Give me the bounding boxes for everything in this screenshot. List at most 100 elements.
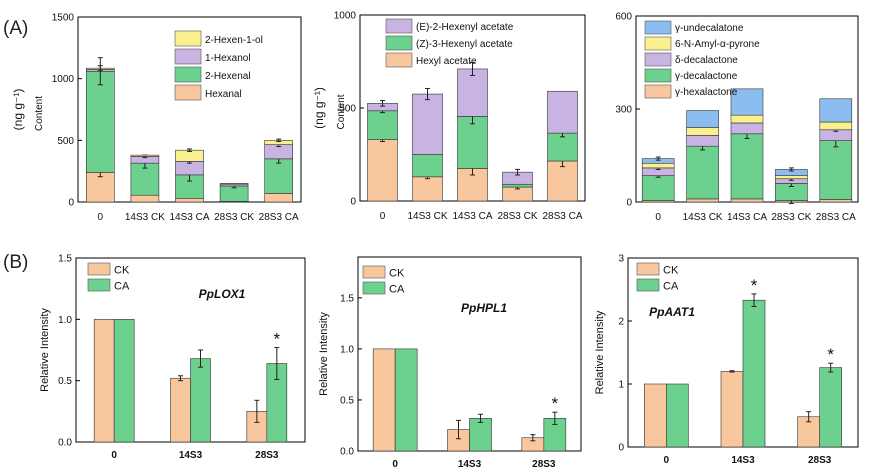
bar-segment xyxy=(730,114,764,124)
bar-segment xyxy=(412,93,443,155)
chart-b1: 0.0 0.5 1.0 1.5 0 14S3 28S3 * PpLOX1 Relative Int… xyxy=(39,254,306,461)
legend-label: Hexanal xyxy=(205,89,242,100)
legend-swatch xyxy=(644,20,672,35)
significance-star: * xyxy=(751,276,758,295)
bar-segment xyxy=(686,145,719,200)
bar xyxy=(394,348,418,452)
bar-segment xyxy=(686,198,719,203)
y-axis-label: Relative Intensity xyxy=(39,308,51,392)
legend-label: CA xyxy=(389,284,405,296)
legend: 2-Hexen-1-ol 1-Hexanol 2-Hexenal Hexanal xyxy=(174,30,263,101)
legend-swatch xyxy=(362,281,386,295)
legend-swatch xyxy=(644,52,672,67)
significance-star: * xyxy=(552,394,559,413)
panel-label-b: (B) xyxy=(3,252,28,273)
y-tick-label: 1000 xyxy=(334,11,357,22)
legend-label: CA xyxy=(114,281,130,293)
x-tick-label: 28S3 CA xyxy=(259,212,299,223)
legend: CK CA xyxy=(87,262,130,293)
bar-segment xyxy=(502,183,533,188)
significance-star: * xyxy=(274,330,281,349)
legend-swatch xyxy=(644,36,672,51)
x-tick-label: 0 xyxy=(111,450,117,461)
bar xyxy=(742,299,766,448)
bar-segment xyxy=(730,122,764,135)
legend-label: γ-hexalactone xyxy=(675,87,738,98)
bar-segment xyxy=(86,70,115,173)
legend-swatch xyxy=(174,66,202,83)
chart-b2: 0.0 0.5 1.0 1.5 0 14S3 28S3 * PpHPL1 Relative Int… xyxy=(318,256,582,470)
y-tick-label: 1000 xyxy=(52,74,75,85)
y-tick-label: 1.5 xyxy=(340,293,354,304)
bar-segment xyxy=(641,175,675,201)
bar-segment xyxy=(686,127,719,136)
y-tick-label: 0 xyxy=(350,197,356,208)
y-tick-label: 2 xyxy=(618,317,624,328)
chart-a2: 0 500 1000 0 14S3 CK 14S3 CA 28S3 CK 28S3 CA Con… xyxy=(312,11,586,222)
bar-segment xyxy=(819,98,853,123)
bar-segment xyxy=(367,139,398,202)
y-tick-label: 1500 xyxy=(52,13,75,24)
legend-swatch xyxy=(636,262,660,276)
legend-swatch xyxy=(385,35,413,51)
bar xyxy=(720,371,744,448)
y-tick-label: 0.0 xyxy=(340,447,354,458)
bar-segment xyxy=(686,110,719,128)
legend: CK CA xyxy=(636,262,679,293)
legend-swatch xyxy=(385,18,413,34)
x-tick-label: 28S3 CK xyxy=(771,212,811,223)
legend-label: Hexyl acetate xyxy=(416,56,477,67)
bar xyxy=(190,358,211,443)
x-tick-label: 28S3 CA xyxy=(816,212,856,223)
x-tick-label: 0 xyxy=(664,455,670,466)
legend-label: CK xyxy=(389,268,405,280)
legend-swatch xyxy=(362,265,386,279)
x-tick-label: 14S3 CA xyxy=(452,211,492,222)
bar-segment xyxy=(819,140,853,200)
y-axis-unit: (ng g⁻¹) xyxy=(11,89,25,131)
bar-segment xyxy=(547,90,578,134)
y-tick-label: 1.0 xyxy=(340,344,354,355)
y-tick-label: 1 xyxy=(618,380,624,391)
bar-segment xyxy=(130,154,160,157)
bar xyxy=(372,348,396,452)
x-tick-label: 28S3 CK xyxy=(497,211,537,222)
legend-label: (E)-2-Hexenyl acetate xyxy=(416,22,514,33)
bar xyxy=(93,319,115,443)
x-tick-label: 0 xyxy=(380,211,386,222)
x-tick-label: 28S3 CK xyxy=(214,212,254,223)
legend-swatch xyxy=(174,48,202,65)
legend-label: 2-Hexen-1-ol xyxy=(205,35,263,46)
y-tick-label: 500 xyxy=(339,104,356,115)
y-tick-label: 500 xyxy=(57,136,74,147)
x-tick-label: 14S3 CA xyxy=(169,212,209,223)
bar-segment xyxy=(730,133,764,200)
y-tick-label: 1.0 xyxy=(58,315,72,326)
legend: CK CA xyxy=(362,265,405,296)
legend-label: 2-Hexenal xyxy=(205,71,251,82)
legend-swatch xyxy=(174,30,202,47)
legend-label: CK xyxy=(114,265,130,277)
bar xyxy=(469,418,492,452)
legend-label: δ-decalactone xyxy=(675,55,738,66)
x-tick-label: 14S3 CK xyxy=(683,212,723,223)
x-tick-label: 14S3 CK xyxy=(125,212,165,223)
y-axis-label: Relative Intensity xyxy=(594,310,606,394)
x-tick-label: 14S3 xyxy=(731,455,755,466)
y-tick-label: 0 xyxy=(618,443,624,454)
chart-title: PpHPL1 xyxy=(461,301,507,315)
chart-a1: 0 500 1000 1500 0 14S3 CK 14S3 CA 28S3 CK 28S3 C… xyxy=(11,13,302,223)
x-tick-label: 28S3 xyxy=(532,459,556,470)
legend-swatch xyxy=(87,262,111,276)
bar xyxy=(666,383,689,448)
bar-segment xyxy=(641,162,675,169)
bar-segment xyxy=(819,121,853,131)
significance-star: * xyxy=(827,345,834,364)
chart-b3: 0 1 2 3 0 14S3 28S3 * * PpAAT1 Relative Intensity C… xyxy=(594,254,859,466)
x-tick-label: 0 xyxy=(392,459,398,470)
legend-label: γ-undecalatone xyxy=(675,23,744,34)
bar-segment xyxy=(367,110,398,140)
bar xyxy=(644,383,667,448)
x-tick-label: 28S3 CA xyxy=(542,211,582,222)
